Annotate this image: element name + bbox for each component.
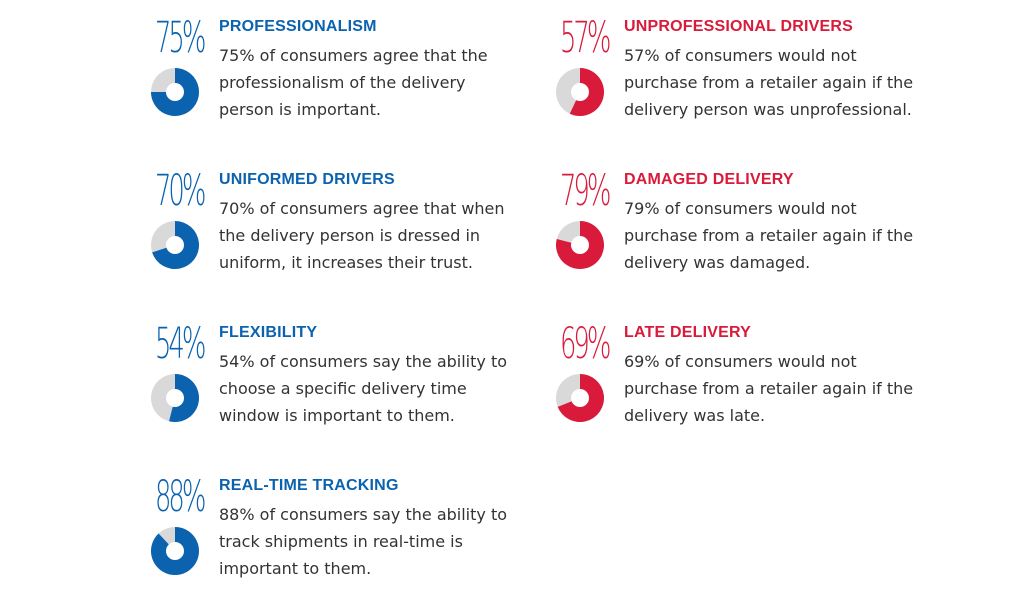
percent-label: 88% <box>155 472 206 522</box>
donut-hole <box>166 389 184 407</box>
donut-hole <box>571 389 589 407</box>
donut-hole <box>166 542 184 560</box>
stat-title: LATE DELIVERY <box>624 324 752 341</box>
percent-label: 79% <box>560 166 611 216</box>
stat-title: UNIFORMED DRIVERS <box>219 171 395 188</box>
donut-hole <box>571 83 589 101</box>
stat-description: 54% of consumers say the ability to choo… <box>219 352 508 425</box>
stat-description: 70% of consumers agree that when the del… <box>219 199 505 272</box>
donut-hole <box>166 236 184 254</box>
stat-description: 69% of consumers would not purchase from… <box>624 352 914 425</box>
donut-hole <box>166 83 184 101</box>
percent-label: 54% <box>155 319 206 369</box>
stat-title: UNPROFESSIONAL DRIVERS <box>624 18 854 35</box>
stat-description: 79% of consumers would not purchase from… <box>624 199 914 272</box>
percent-label: 57% <box>560 13 611 63</box>
donut-hole <box>571 236 589 254</box>
percent-label: 75% <box>155 13 206 63</box>
stat-title: FLEXIBILITY <box>219 324 318 341</box>
stat-late-delivery: 69% LATE DELIVERY 69% of consumers would… <box>546 319 926 464</box>
stat-title: DAMAGED DELIVERY <box>624 171 794 188</box>
donut-chart-uniformed-drivers <box>151 221 200 269</box>
stat-real-time-tracking: 88% REAL-TIME TRACKING 88% of consumers … <box>141 472 521 600</box>
donut-chart-real-time-tracking <box>151 527 200 575</box>
donut-chart-flexibility <box>151 374 199 422</box>
donut-chart-late-delivery <box>556 374 604 422</box>
percent-label: 70% <box>155 166 206 216</box>
stat-title: PROFESSIONALISM <box>219 18 377 35</box>
donut-chart-damaged-delivery <box>555 221 604 269</box>
stat-professionalism: 75% PROFESSIONALISM 75% of consumers agr… <box>141 13 521 158</box>
stat-title: REAL-TIME TRACKING <box>219 477 399 494</box>
donut-chart-professionalism <box>151 68 199 116</box>
stat-description: 57% of consumers would not purchase from… <box>624 46 914 119</box>
stat-description: 75% of consumers agree that the professi… <box>219 46 488 119</box>
percent-label: 69% <box>560 319 611 369</box>
stat-flexibility: 54% FLEXIBILITY 54% of consumers say the… <box>141 319 521 464</box>
donut-slice-value <box>169 374 199 422</box>
stat-unprofessional-drivers: 57% UNPROFESSIONAL DRIVERS 57% of consum… <box>546 13 926 158</box>
stat-damaged-delivery: 79% DAMAGED DELIVERY 79% of consumers wo… <box>546 166 926 311</box>
stat-uniformed-drivers: 70% UNIFORMED DRIVERS 70% of consumers a… <box>141 166 521 311</box>
stat-description: 88% of consumers say the ability to trac… <box>219 505 508 578</box>
donut-chart-unprofessional-drivers <box>556 68 604 116</box>
